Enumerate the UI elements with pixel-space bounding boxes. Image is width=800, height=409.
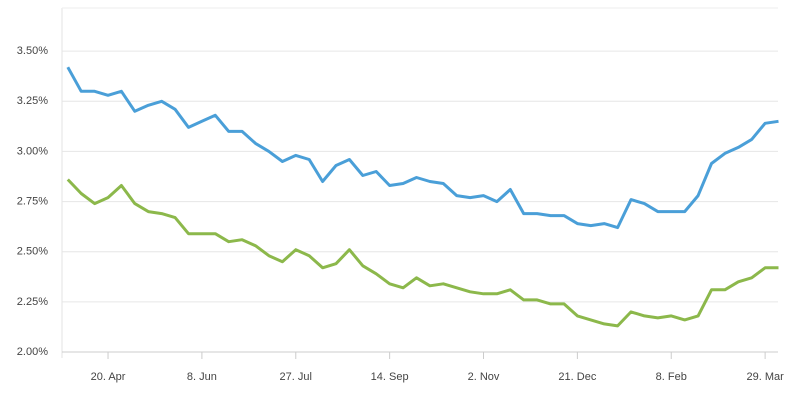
x-tick-label: 8. Jun — [187, 371, 217, 383]
y-tick-label: 3.25% — [17, 95, 48, 107]
x-tick-label: 2. Nov — [468, 371, 500, 383]
y-tick-label: 2.25% — [17, 296, 48, 308]
x-tick-label: 29. Mar — [746, 371, 784, 383]
y-tick-label: 3.00% — [17, 145, 48, 157]
x-tick-label: 20. Apr — [91, 371, 126, 383]
y-tick-label: 2.00% — [17, 346, 48, 358]
x-tick-label: 14. Sep — [371, 371, 409, 383]
x-tick-label: 27. Jul — [280, 371, 312, 383]
series-line — [66, 178, 779, 328]
y-tick-label: 2.75% — [17, 195, 48, 207]
y-tick-label: 3.50% — [17, 45, 48, 57]
x-tick-label: 8. Feb — [656, 371, 687, 383]
x-tick-label: 21. Dec — [558, 371, 596, 383]
y-tick-label: 2.50% — [17, 246, 48, 258]
series-line — [66, 66, 779, 230]
